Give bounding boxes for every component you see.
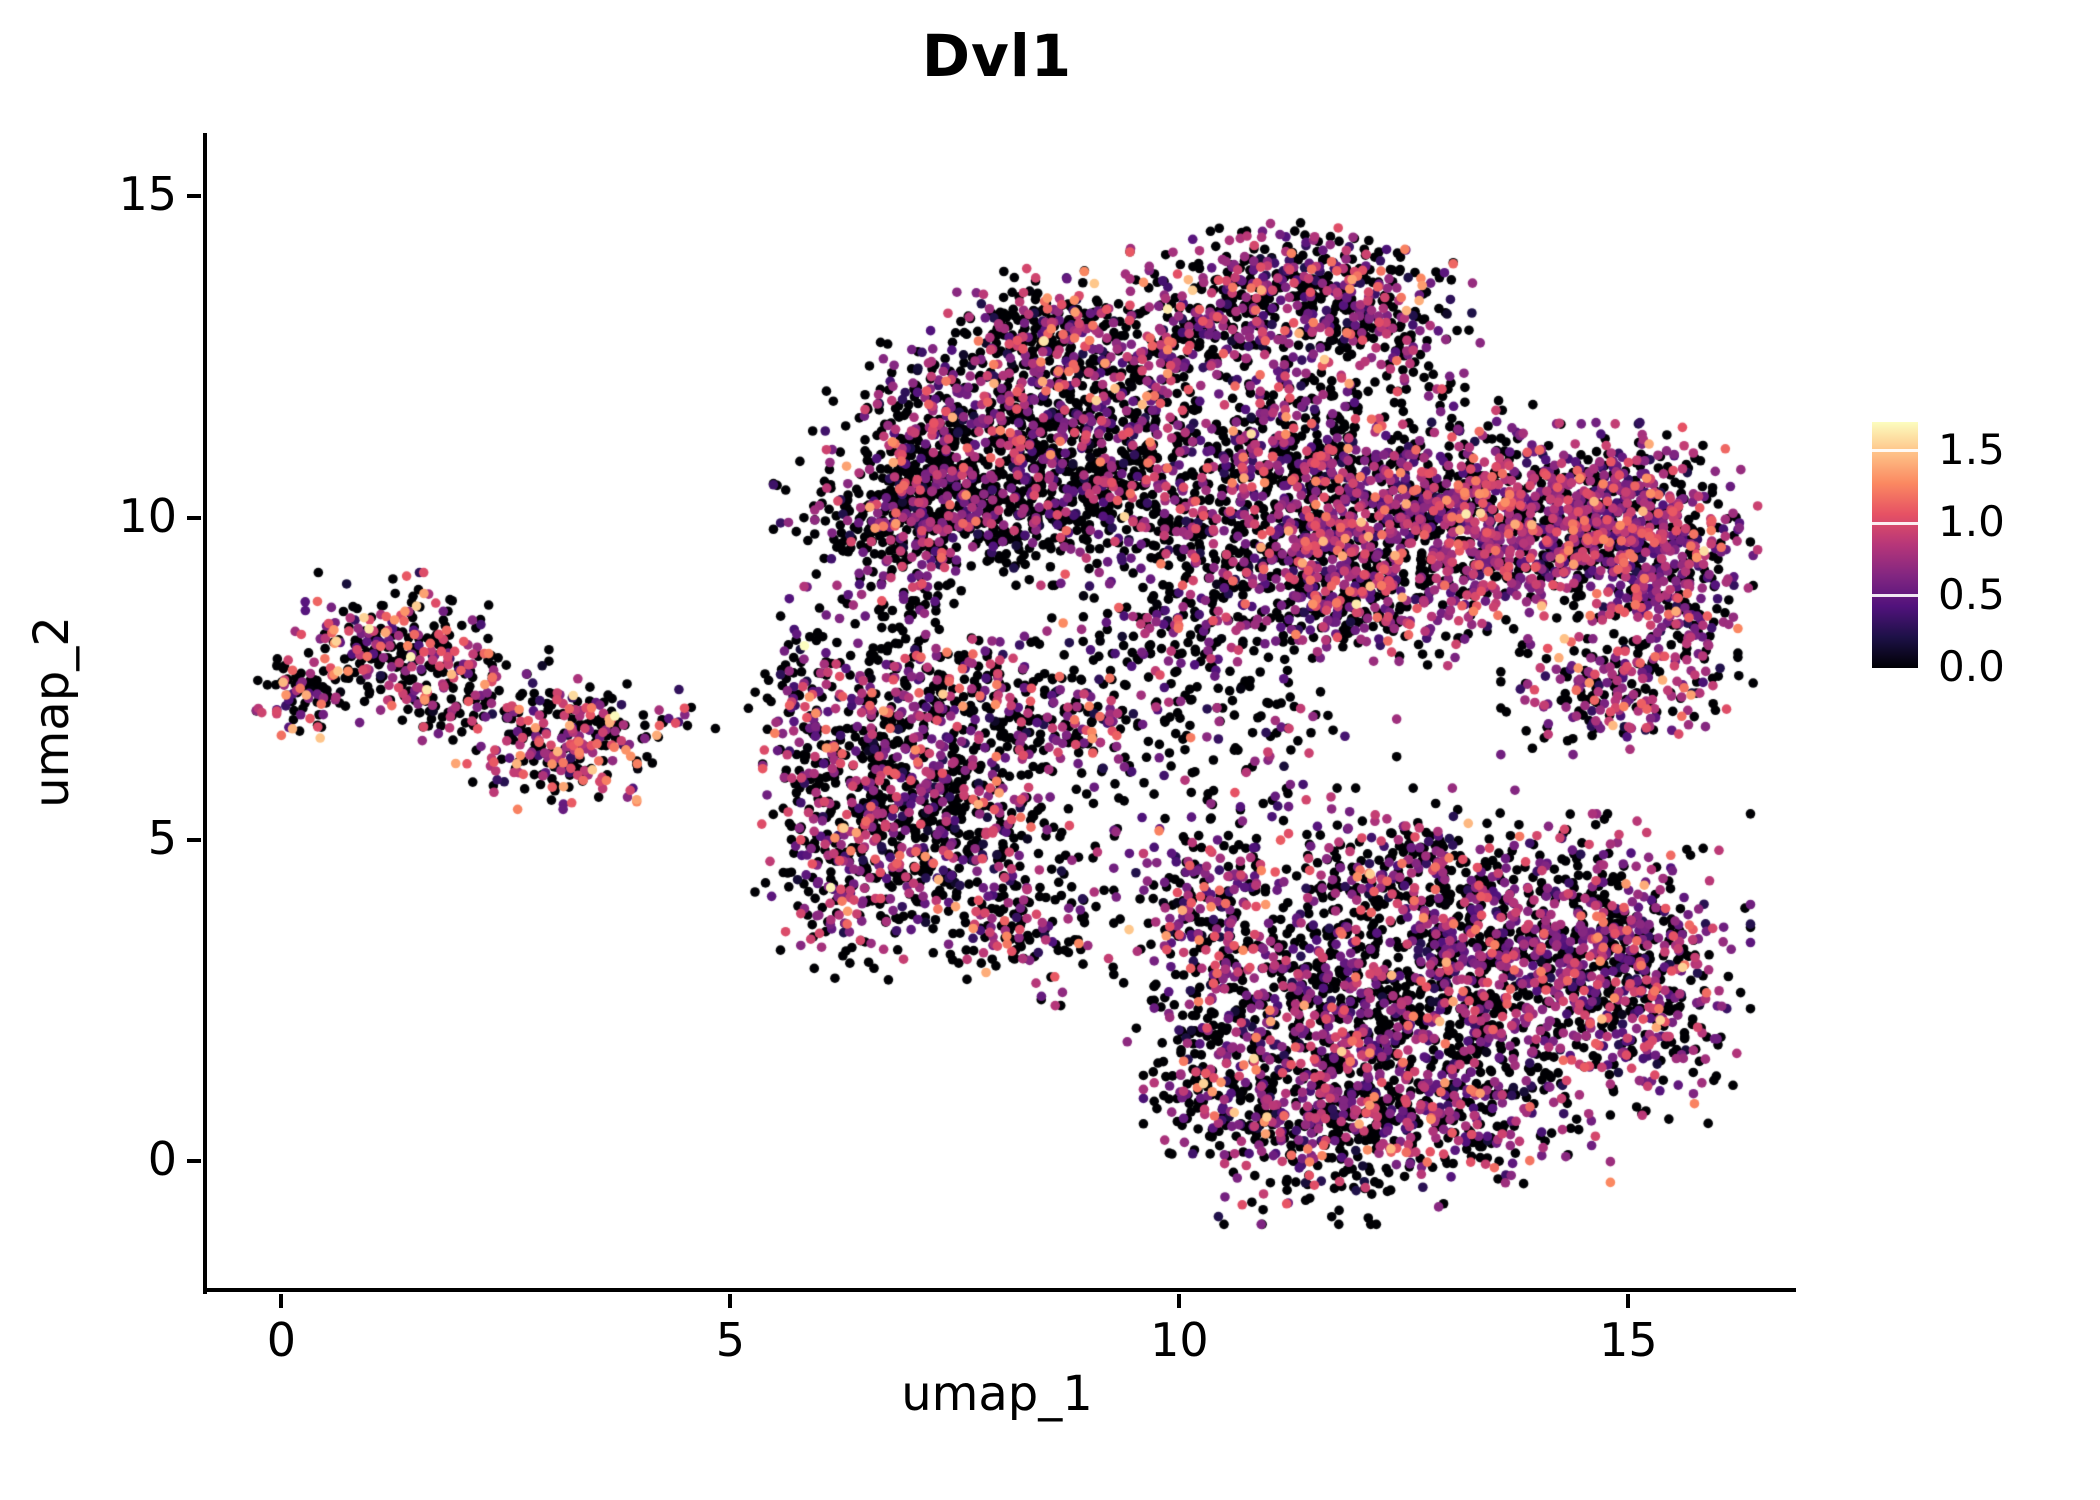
- y-tick-mark: [187, 515, 201, 520]
- x-tick-mark: [728, 1294, 733, 1308]
- legend-tick-label: 1.5: [1938, 424, 2005, 474]
- y-tick-label: 10: [118, 488, 177, 543]
- legend-gradient-bar: [1872, 422, 1918, 668]
- x-tick-mark: [1626, 1294, 1631, 1308]
- y-tick-mark: [187, 837, 201, 842]
- x-tick-mark: [279, 1294, 284, 1308]
- legend-tick-label: 1.0: [1938, 497, 2005, 547]
- x-tick-label: 5: [715, 1313, 745, 1367]
- legend-tick-mark: [1872, 594, 1918, 598]
- y-tick-label: 15: [118, 167, 177, 222]
- x-tick-label: 10: [1150, 1313, 1209, 1367]
- legend-tick-mark: [1872, 449, 1918, 453]
- legend-tick-label: 0.5: [1938, 569, 2005, 619]
- x-tick-label: 15: [1599, 1313, 1658, 1367]
- legend-tick-label: 0.0: [1938, 642, 2005, 691]
- y-tick-label: 5: [147, 810, 177, 865]
- x-tick-label: 0: [266, 1313, 296, 1367]
- y-tick-mark: [187, 194, 201, 199]
- plot-title: Dvl1: [921, 22, 1073, 90]
- y-tick-mark: [187, 1159, 201, 1164]
- x-axis-line: [203, 1288, 1796, 1292]
- y-axis-line: [203, 133, 207, 1294]
- y-axis-label: umap_2: [24, 616, 80, 808]
- y-tick-label: 0: [147, 1132, 177, 1187]
- x-axis-label: umap_1: [901, 1366, 1093, 1422]
- x-tick-mark: [1177, 1294, 1182, 1308]
- legend-tick-mark: [1872, 521, 1918, 525]
